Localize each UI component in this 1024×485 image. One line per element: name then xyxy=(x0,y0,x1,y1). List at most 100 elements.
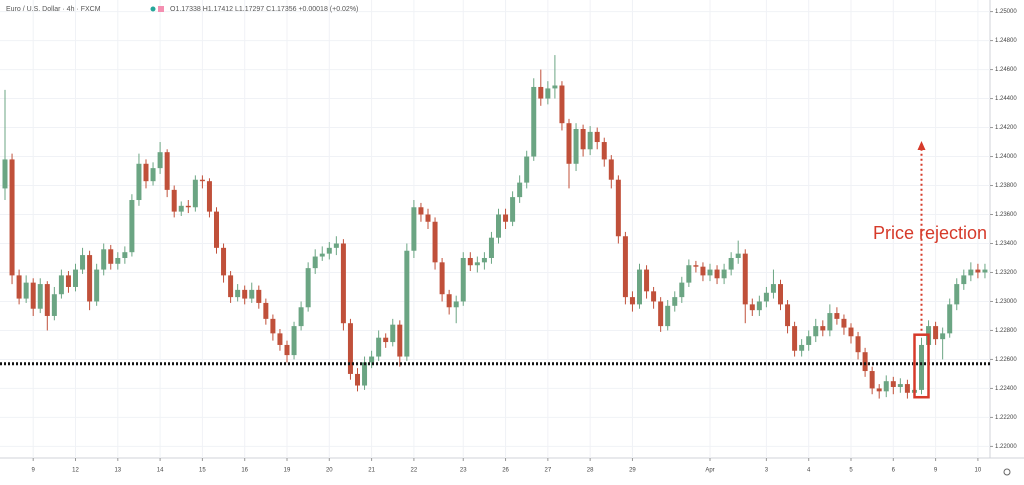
x-tick-label: 26 xyxy=(502,468,509,474)
x-tick-label: 13 xyxy=(114,468,121,474)
y-tick-label: 1.25000 xyxy=(995,9,1017,15)
candle-body xyxy=(87,255,93,302)
y-tick-label: 1.24000 xyxy=(995,154,1017,160)
candle-body xyxy=(933,326,939,340)
candle-body xyxy=(474,262,480,266)
candle-body xyxy=(686,265,692,283)
y-tick-label: 1.23800 xyxy=(995,183,1017,189)
candle-body xyxy=(80,255,86,270)
candle-body xyxy=(460,257,466,302)
candle-body xyxy=(214,211,219,248)
candle-body xyxy=(270,318,276,334)
candle-body xyxy=(115,257,121,264)
candle-body xyxy=(538,86,544,99)
candle-body xyxy=(488,237,494,258)
candle-body xyxy=(904,384,910,393)
candle-body xyxy=(827,313,833,331)
candle-body xyxy=(707,269,713,276)
x-tick-label: 27 xyxy=(545,468,552,474)
candle-body xyxy=(961,275,967,285)
candles xyxy=(2,55,988,399)
candle-body xyxy=(277,333,283,345)
candle-body xyxy=(432,221,438,263)
x-tick-label: 19 xyxy=(284,468,291,474)
candle-body xyxy=(947,304,953,334)
candle-body xyxy=(651,291,657,302)
candle-body xyxy=(2,159,8,189)
candle-body xyxy=(192,179,198,208)
candle-body xyxy=(101,249,107,270)
candle-body xyxy=(862,352,868,372)
y-tick-label: 1.24400 xyxy=(995,96,1017,102)
candle-body xyxy=(256,289,262,303)
candle-body xyxy=(446,294,452,308)
candle-body xyxy=(792,326,798,351)
candle-body xyxy=(185,205,191,208)
candle-body xyxy=(566,123,572,164)
x-tick-label: 23 xyxy=(460,468,467,474)
candle-body xyxy=(108,249,114,264)
candle-body xyxy=(714,269,720,279)
candle-body xyxy=(453,301,459,308)
y-tick-label: 1.22000 xyxy=(995,444,1017,450)
x-tick-label: 29 xyxy=(629,468,636,474)
candle-body xyxy=(390,324,396,343)
x-tick-label: 5 xyxy=(849,468,853,474)
y-tick-label: 1.22600 xyxy=(995,357,1017,363)
candle-body xyxy=(721,269,727,279)
candle-body xyxy=(136,163,142,201)
candle-body xyxy=(672,297,678,306)
candle-body xyxy=(496,214,501,238)
settings-icon[interactable] xyxy=(1003,468,1011,476)
candle-body xyxy=(573,128,579,164)
candle-body xyxy=(129,200,135,253)
candle-body xyxy=(883,381,889,392)
status-icon xyxy=(158,6,164,12)
candle-body xyxy=(30,282,36,309)
candle-body xyxy=(467,257,473,266)
candle-body xyxy=(404,250,410,357)
x-tick-label: 16 xyxy=(241,468,248,474)
candle-body xyxy=(263,302,269,319)
candle-body xyxy=(693,265,699,267)
candle-body xyxy=(206,181,212,212)
candle-body xyxy=(919,344,924,390)
candle-body xyxy=(319,253,325,257)
candle-body xyxy=(235,289,241,298)
candle-body xyxy=(622,236,628,298)
candle-body xyxy=(559,85,565,124)
candle-body xyxy=(545,88,551,99)
candle-body xyxy=(37,284,43,309)
candle-body xyxy=(940,333,946,340)
candle-body xyxy=(820,326,826,331)
candle-body xyxy=(362,362,368,386)
candle-body xyxy=(897,384,903,387)
candle-body xyxy=(665,305,671,327)
y-tick-label: 1.23200 xyxy=(995,270,1017,276)
y-tick-label: 1.22400 xyxy=(995,386,1017,392)
candle-body xyxy=(749,304,755,311)
candle-body xyxy=(199,179,205,182)
candle-body xyxy=(799,344,805,351)
candle-body xyxy=(178,205,184,212)
candle-body xyxy=(221,247,227,276)
candle-body xyxy=(644,269,650,292)
candle-body xyxy=(340,243,346,324)
candle-body xyxy=(876,388,882,392)
candle-body xyxy=(16,275,22,299)
y-tick-label: 1.22200 xyxy=(995,415,1017,421)
candle-body xyxy=(298,307,304,327)
candle-body xyxy=(552,85,558,89)
candle-body xyxy=(383,337,389,343)
candle-body xyxy=(369,356,375,363)
candle-body xyxy=(735,253,741,258)
candle-body xyxy=(834,313,840,319)
candle-body xyxy=(122,252,128,258)
candle-body xyxy=(517,182,523,198)
candle-body xyxy=(637,269,642,305)
y-tick-label: 1.22800 xyxy=(995,328,1017,334)
x-tick-label: 3 xyxy=(765,468,769,474)
candle-body xyxy=(813,326,819,337)
